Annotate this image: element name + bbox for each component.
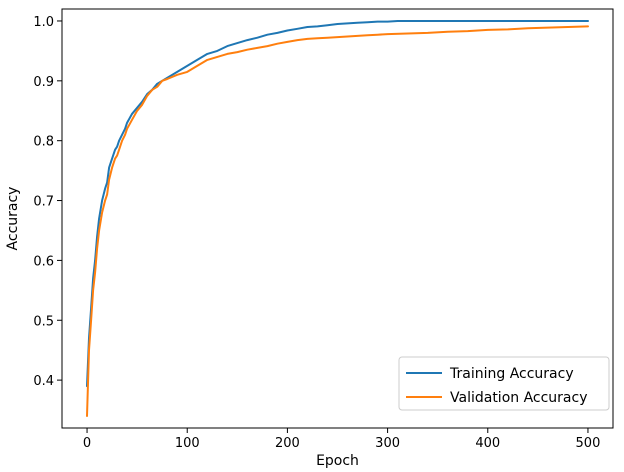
legend-label-validation: Validation Accuracy (450, 390, 588, 406)
training-accuracy-line (86, 20, 589, 388)
y-tick-label: 0.8 (33, 135, 54, 150)
x-tick-label: 200 (275, 436, 300, 451)
x-tick-label: 300 (375, 436, 400, 451)
validation-accuracy-line (86, 25, 589, 417)
x-tick-label: 100 (175, 436, 200, 451)
y-tick-label: 1.0 (33, 15, 54, 30)
x-tick-label: 400 (475, 436, 500, 451)
y-tick-label: 0.5 (33, 314, 54, 329)
legend: Training Accuracy Validation Accuracy (398, 356, 610, 411)
legend-label-training: Training Accuracy (449, 366, 574, 382)
y-tick-label: 0.7 (33, 195, 54, 210)
y-tick-label: 0.6 (33, 254, 54, 269)
tick-group: 0 100 200 300 400 500 0.4 0.5 0.6 0.7 0.8 0.9 1.0 (33, 15, 600, 451)
x-tick-label: 0 (83, 436, 91, 451)
legend-box (398, 356, 610, 411)
x-tick-label: 500 (576, 436, 601, 451)
y-axis-label: Accuracy (5, 187, 21, 251)
x-axis-label: Epoch (316, 453, 359, 469)
series-group (86, 20, 589, 417)
plot-area-frame (61, 8, 614, 429)
y-tick-label: 0.4 (33, 374, 54, 389)
y-tick-label: 0.9 (33, 75, 54, 90)
